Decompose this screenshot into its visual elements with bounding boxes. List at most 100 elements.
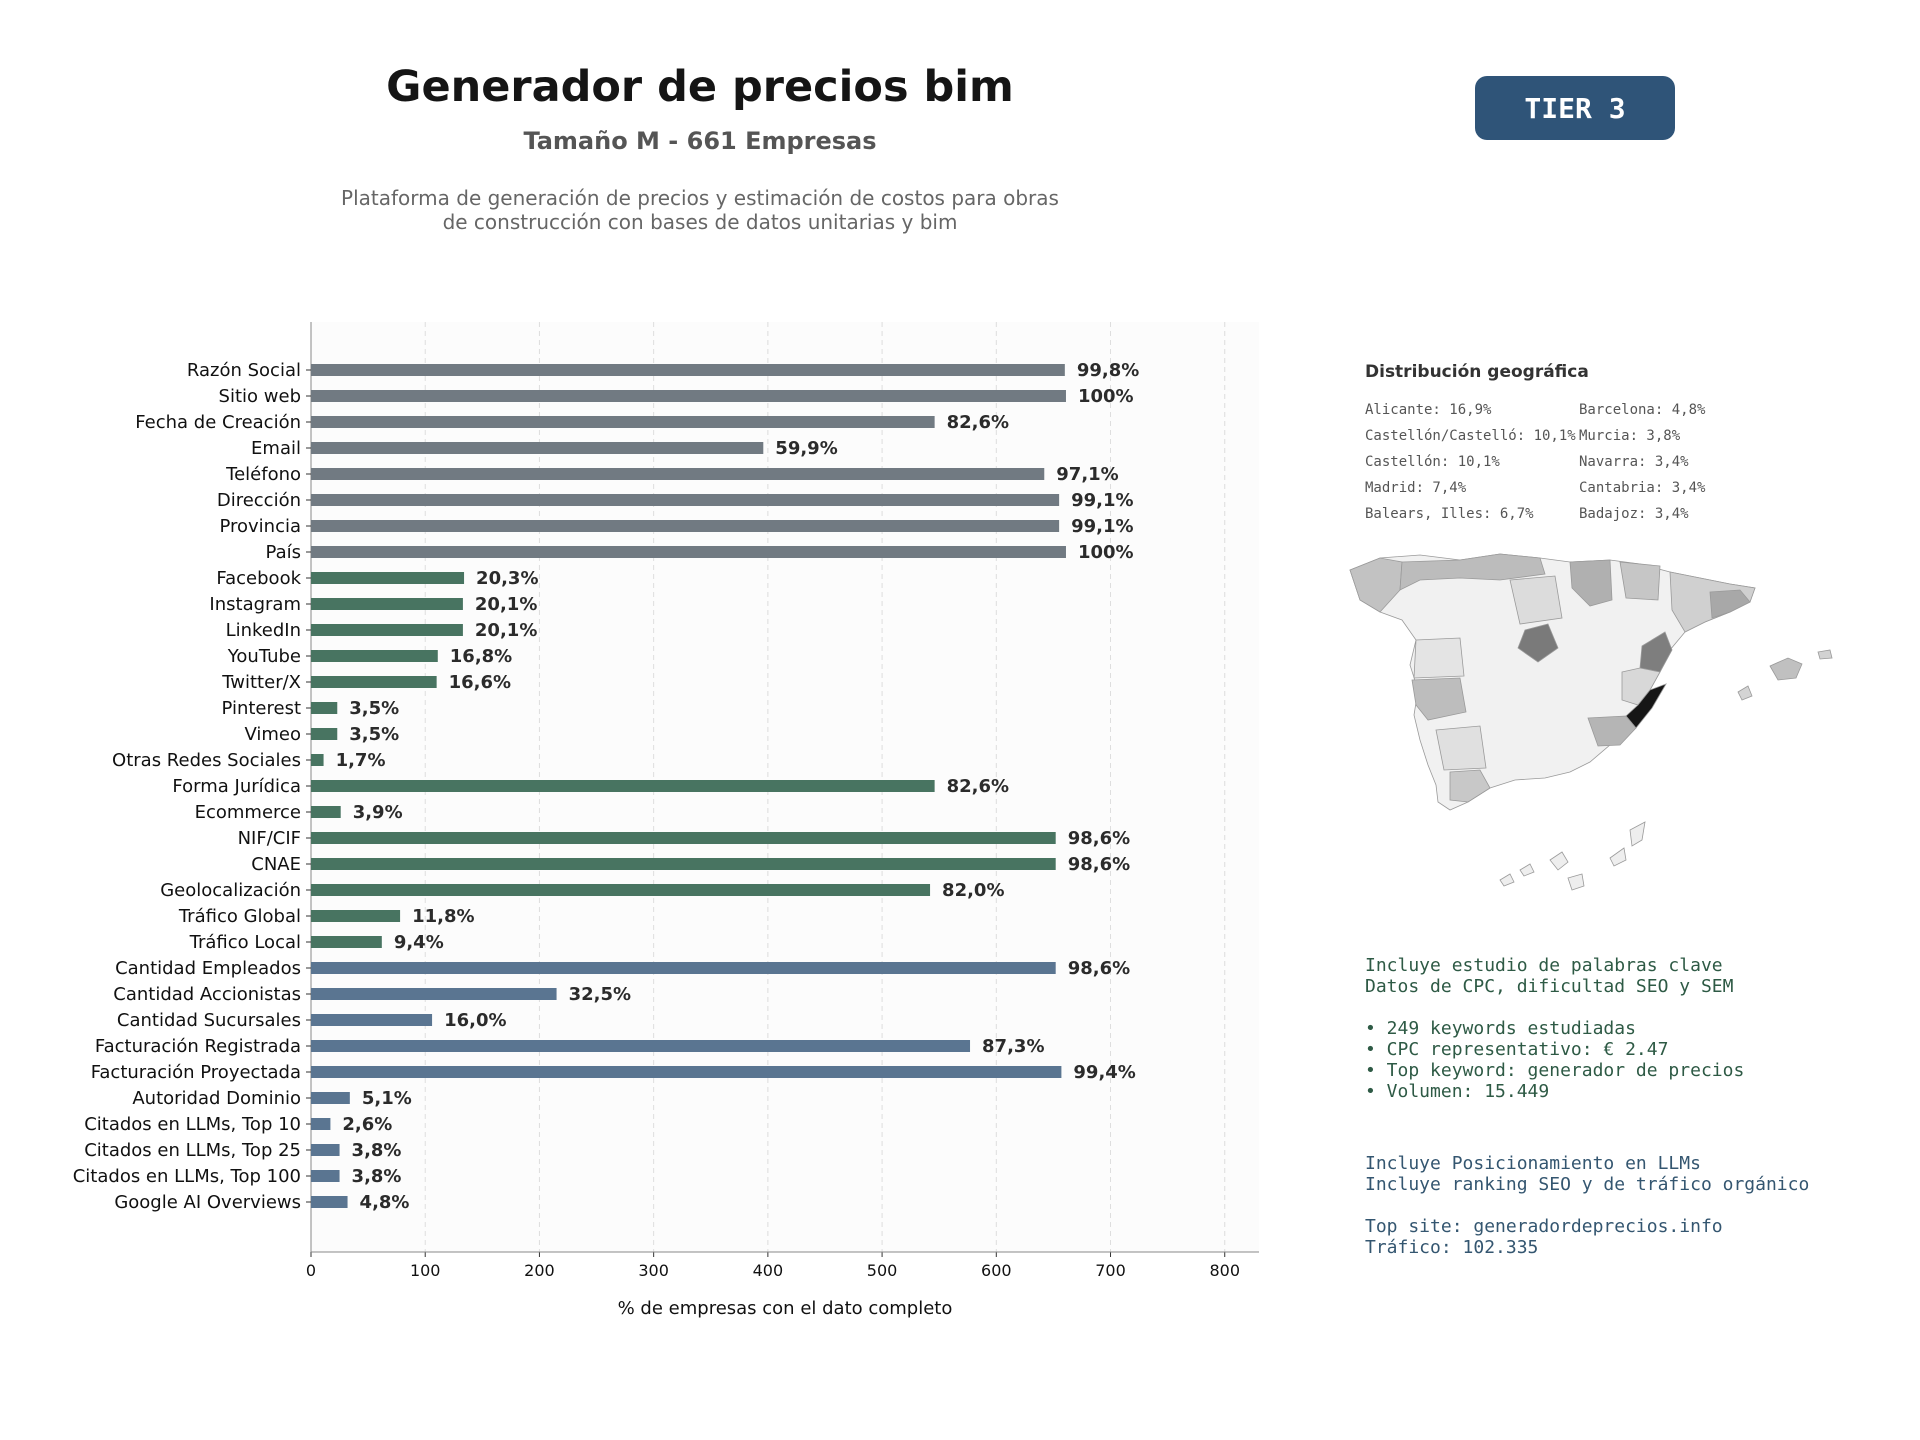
map-castellon [1639, 631, 1673, 673]
geo-title: Distribución geográfica [1365, 362, 1589, 382]
map-huesca [1619, 561, 1661, 601]
data-label: 99,1% [1071, 490, 1133, 511]
geo-item: Badajoz: 3,4% [1579, 506, 1689, 522]
page-title: Generador de precios bim [386, 62, 1014, 112]
bar [311, 754, 324, 766]
bar [311, 416, 935, 428]
llm-line-2: Incluye ranking SEO y de tráfico orgánic… [1365, 1174, 1810, 1195]
bar [311, 1092, 350, 1104]
data-label: 3,9% [353, 802, 403, 823]
bar [311, 624, 463, 636]
y-tick-label: Pinterest [221, 698, 301, 719]
y-tick-label: Tráfico Local [189, 932, 301, 953]
y-tick-label: Citados en LLMs, Top 100 [73, 1166, 301, 1187]
data-label: 82,6% [947, 412, 1009, 433]
llm-top-site: Top site: generadordeprecios.info [1365, 1216, 1723, 1237]
bar [311, 936, 382, 948]
data-label: 100% [1078, 386, 1134, 407]
geo-item: Alicante: 16,9% [1365, 402, 1492, 418]
spain-map [1349, 553, 1833, 891]
map-canarias-2 [1609, 847, 1627, 867]
map-asturias-cantabria [1399, 553, 1546, 591]
data-label: 3,8% [352, 1166, 402, 1187]
keywords-bullet: • 249 keywords estudiadas [1365, 1018, 1636, 1039]
bar [311, 1170, 340, 1182]
x-axis-label: % de empresas con el dato completo [618, 1298, 953, 1319]
tier-badge: TIER 3 [1475, 76, 1675, 140]
bar [311, 728, 338, 740]
page-subtitle: Tamaño M - 661 Empresas [523, 127, 877, 155]
x-tick-label: 600 [981, 1261, 1012, 1280]
y-tick-label: Forma Jurídica [172, 776, 301, 797]
geo-item: Castellón/Castelló: 10,1% [1365, 428, 1576, 444]
data-label: 20,1% [475, 620, 537, 641]
data-label: 3,5% [349, 724, 399, 745]
map-canarias-5 [1499, 873, 1515, 887]
y-tick-label: Autoridad Dominio [132, 1088, 301, 1109]
x-tick-label: 0 [306, 1261, 316, 1280]
bar [311, 1014, 433, 1026]
y-tick-label: Tráfico Global [178, 906, 301, 927]
bar [311, 1118, 331, 1130]
llm-traffic: Tráfico: 102.335 [1365, 1237, 1539, 1258]
y-tick-label: YouTube [227, 646, 301, 667]
bar [311, 650, 438, 662]
y-tick-label: Facturación Registrada [95, 1036, 301, 1057]
geo-item: Barcelona: 4,8% [1579, 402, 1706, 418]
bar [311, 780, 935, 792]
y-tick-label: LinkedIn [226, 620, 301, 641]
data-label: 99,8% [1077, 360, 1139, 381]
bar [311, 1144, 340, 1156]
data-label: 4,8% [360, 1192, 410, 1213]
data-label: 98,6% [1068, 828, 1130, 849]
data-label: 97,1% [1056, 464, 1118, 485]
y-tick-label: Facebook [216, 568, 301, 589]
y-tick-label: Cantidad Sucursales [117, 1010, 301, 1031]
data-label: 16,6% [449, 672, 511, 693]
geo-item: Balears, Illes: 6,7% [1365, 506, 1534, 522]
data-label: 20,3% [476, 568, 538, 589]
x-tick-label: 500 [867, 1261, 898, 1280]
map-sevilla [1435, 725, 1487, 771]
x-tick-label: 100 [410, 1261, 441, 1280]
map-menorca [1817, 649, 1833, 660]
bar [311, 832, 1056, 844]
bar [311, 468, 1045, 480]
y-tick-label: Twitter/X [221, 672, 301, 693]
y-tick-label: Otras Redes Sociales [112, 750, 301, 771]
x-tick-label: 400 [753, 1261, 784, 1280]
data-label: 98,6% [1068, 854, 1130, 875]
y-tick-label: CNAE [251, 854, 301, 875]
y-tick-label: Geolocalización [160, 880, 301, 901]
bar [311, 520, 1060, 532]
map-navarra [1569, 559, 1613, 607]
x-tick-label: 300 [638, 1261, 669, 1280]
keywords-bullet: • Volumen: 15.449 [1365, 1081, 1550, 1102]
map-mallorca [1769, 657, 1803, 681]
keywords-bullet: • Top keyword: generador de precios [1365, 1060, 1745, 1081]
map-canarias-1 [1629, 821, 1646, 847]
y-tick-label: Email [251, 438, 301, 459]
y-tick-label: Google AI Overviews [114, 1192, 301, 1213]
geo-item: Castellón: 10,1% [1365, 454, 1500, 470]
bar [311, 572, 465, 584]
keywords-line-2: Datos de CPC, dificultad SEO y SEM [1365, 976, 1734, 997]
bar [311, 1196, 348, 1208]
map-burgos [1509, 575, 1563, 625]
geo-item: Navarra: 3,4% [1579, 454, 1689, 470]
data-label: 20,1% [475, 594, 537, 615]
y-tick-label: Provincia [219, 516, 301, 537]
bar [311, 884, 931, 896]
x-tick-label: 200 [524, 1261, 555, 1280]
data-label: 2,6% [342, 1114, 392, 1135]
geo-item: Cantabria: 3,4% [1579, 480, 1706, 496]
y-tick-label: Sitio web [219, 386, 301, 407]
map-canarias-3 [1549, 851, 1569, 871]
y-tick-label: NIF/CIF [238, 828, 301, 849]
y-tick-label: Citados en LLMs, Top 10 [84, 1114, 301, 1135]
map-caceres [1413, 637, 1465, 679]
data-label: 3,8% [352, 1140, 402, 1161]
bar [311, 598, 463, 610]
data-label: 9,4% [394, 932, 444, 953]
data-label: 3,5% [349, 698, 399, 719]
